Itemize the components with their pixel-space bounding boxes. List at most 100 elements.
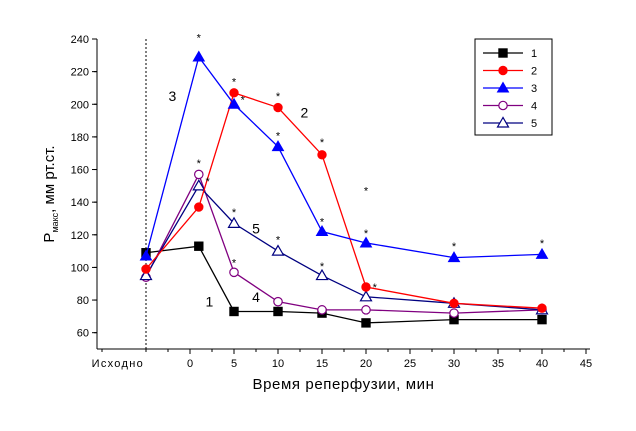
x-tick-label: 40: [536, 358, 548, 370]
series-5-point: [139, 268, 153, 281]
y-tick-label: 160: [71, 165, 89, 177]
significance-star: *: [276, 235, 281, 247]
series-3: [139, 50, 549, 263]
y-tick-label: 120: [71, 230, 89, 242]
x-tick-label: 10: [272, 358, 284, 370]
x-tick-label: 5: [231, 358, 237, 370]
series-4-point: [194, 169, 204, 180]
series-4-line: [145, 172, 543, 314]
y-tick-label: 100: [71, 262, 89, 274]
series-3-point: [447, 251, 461, 263]
series-1-point: [537, 314, 547, 325]
baseline-label: Исходно: [92, 358, 144, 370]
significance-star: *: [232, 207, 237, 219]
legend-label-4: 4: [531, 101, 537, 113]
significance-star: *: [452, 241, 457, 253]
legend-marker-4: [498, 100, 508, 111]
significance-star: *: [232, 76, 237, 88]
series-1-point: [361, 318, 371, 328]
y-tick-label: 140: [71, 197, 89, 209]
series-2-point: [537, 303, 547, 313]
legend-label-1: 1: [531, 48, 537, 60]
significance-star: *: [364, 186, 369, 198]
series-1-point: [194, 241, 204, 251]
legend-label-2: 2: [531, 66, 537, 78]
x-tick-label: 45: [580, 358, 592, 370]
x-tick-label: 25: [404, 358, 416, 370]
series-4-point: [273, 296, 283, 307]
x-tick-label: 0: [187, 358, 193, 370]
series-3-point: [359, 236, 373, 248]
series-1: [141, 241, 547, 328]
significance-star: *: [197, 32, 202, 44]
series-2: [141, 88, 547, 313]
y-tick-label: 240: [71, 34, 89, 46]
legend-label-3: 3: [531, 83, 537, 95]
significance-star: *: [364, 228, 369, 240]
curve-number-label: 4: [252, 289, 260, 305]
legend-marker-3: [496, 81, 510, 93]
series-4-point: [229, 267, 239, 278]
y-tick-label: 220: [71, 67, 89, 79]
series-5-point: [271, 244, 285, 256]
series-3-point: [535, 247, 549, 259]
y-tick-label: 200: [71, 99, 89, 111]
series-5-point: [315, 268, 329, 281]
significance-star: *: [320, 137, 325, 149]
y-tick-label: 60: [77, 328, 89, 340]
series-5-point: [227, 216, 241, 228]
curve-number-label: 1: [205, 294, 213, 310]
series-1-point: [229, 306, 239, 317]
x-tick-label: 35: [492, 358, 504, 370]
series-3-point: [315, 225, 329, 237]
series-3-line: [145, 55, 543, 259]
series-3-point: [227, 97, 241, 109]
legend-marker-1: [498, 48, 508, 58]
series-3-point: [192, 50, 206, 62]
series-2-point: [229, 88, 239, 98]
series-4-point: [317, 305, 327, 315]
significance-star: *: [205, 176, 210, 188]
curve-number-label: 3: [169, 88, 177, 104]
series-5-point: [192, 179, 206, 191]
legend-box: [474, 38, 553, 136]
series-2-point: [141, 264, 151, 274]
significance-star: *: [276, 130, 281, 142]
y-axis-title: Pмакс, мм рт.ст.: [41, 145, 60, 242]
significance-star: *: [241, 94, 246, 106]
x-tick-label: 15: [316, 358, 328, 370]
significance-star: *: [320, 217, 325, 229]
series-2-point: [273, 102, 283, 113]
legend-marker-2: [498, 65, 508, 76]
series-2-line: [145, 92, 543, 309]
x-tick-label: 30: [448, 358, 460, 370]
y-tick-label: 80: [77, 295, 89, 307]
legend: 1 2 3 4 5: [474, 38, 553, 136]
series-4-point: [361, 305, 371, 315]
series-5-line: [145, 184, 543, 311]
y-axis-title-units: , мм рт.ст.: [41, 145, 58, 212]
curve-number-label: 5: [252, 220, 260, 236]
y-tick-label: 180: [71, 132, 89, 144]
series-2-point: [194, 202, 204, 212]
significance-star: *: [197, 158, 202, 170]
series-4-point: [449, 308, 459, 318]
curve-number-label: 2: [301, 104, 309, 120]
series-2-point: [317, 150, 327, 160]
significance-star: *: [373, 282, 378, 294]
series-3-point: [271, 140, 285, 152]
y-axis-title-main: P: [41, 233, 58, 243]
series-2-point: [361, 282, 371, 292]
significance-star: *: [320, 261, 325, 273]
series-1-point: [273, 306, 283, 317]
series-3-point: [139, 249, 153, 261]
legend-label-5: 5: [531, 118, 537, 130]
series-2-point: [449, 298, 459, 309]
series-5-point: [359, 290, 373, 302]
x-tick-label: 20: [360, 358, 372, 370]
x-axis-title: Время реперфузии, мин: [252, 376, 434, 393]
y-axis-title-subscript: макс: [50, 212, 60, 232]
significance-star: *: [276, 91, 281, 103]
